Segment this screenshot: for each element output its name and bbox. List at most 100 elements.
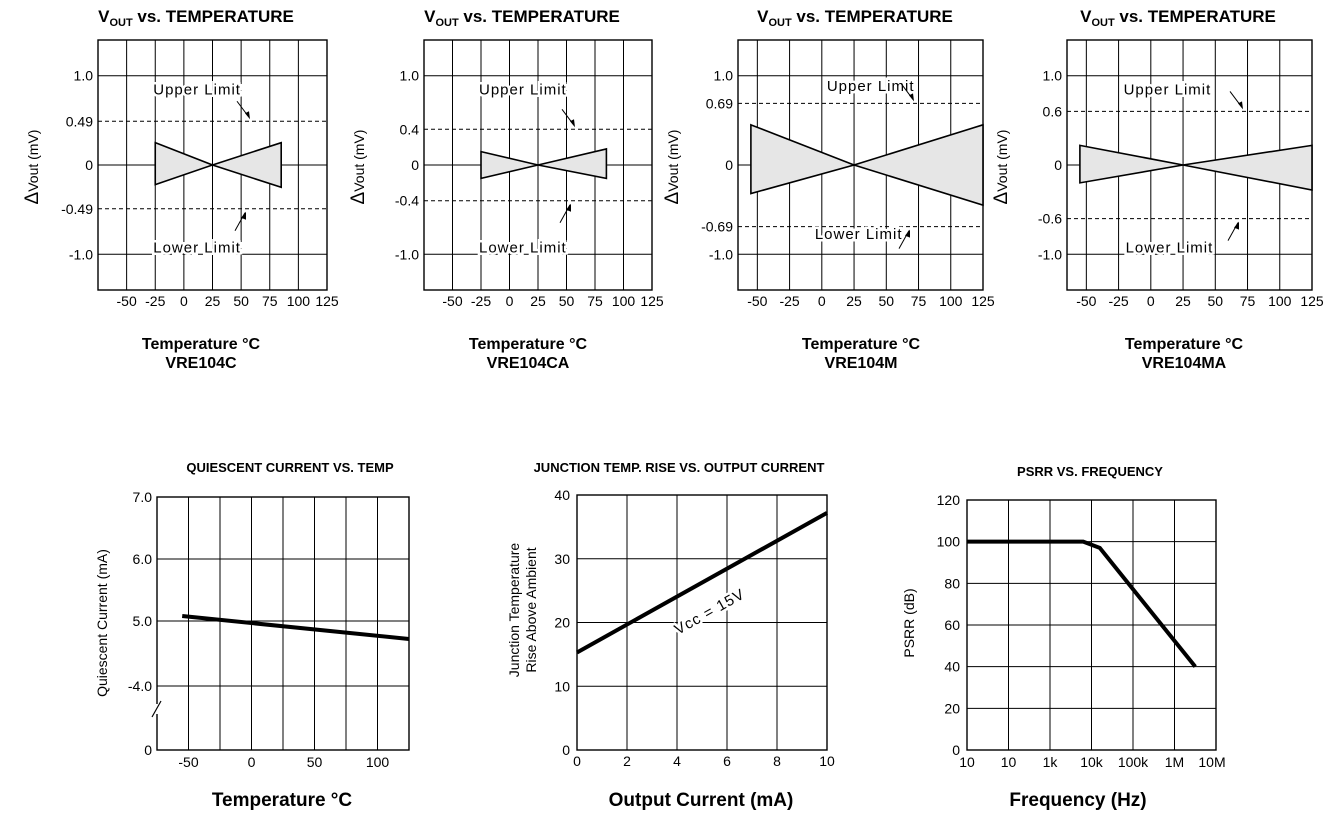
- y-axis-label: Quiescent Current (mA): [94, 549, 110, 697]
- model-label: VRE104MA: [1142, 355, 1227, 372]
- x-tick-label: 100: [939, 293, 963, 309]
- vout-vs-temp-vre104ca: VOUT vs. TEMPERATURE Upper Limit Lower Lim…: [348, 7, 664, 372]
- y-tick-label: 1.0: [74, 68, 94, 84]
- y-tick-label: 1.0: [400, 68, 420, 84]
- drift-band-right: [1182, 144, 1313, 191]
- vout-vs-temp-vre104c: VOUT vs. TEMPERATURE Upper Limit Lower Lim…: [22, 7, 339, 372]
- y-axis-label: ΔVout (mV): [991, 130, 1012, 205]
- x-tick-label: 10: [819, 753, 835, 769]
- x-axis-label: Temperature °C: [142, 336, 261, 353]
- x-tick-label: 125: [1300, 293, 1324, 309]
- lower-limit-label: Lower Limit: [153, 240, 241, 257]
- y-axis-label: PSRR (dB): [901, 588, 917, 657]
- drift-band-right: [537, 147, 608, 180]
- y-tick-label: -0.4: [395, 193, 419, 209]
- x-tick-label: 0: [573, 753, 581, 769]
- y-tick-label: 0: [562, 742, 570, 758]
- x-tick-label: 1k: [1043, 754, 1059, 770]
- y-tick-label: 20: [554, 615, 570, 631]
- title-v: V: [424, 7, 436, 26]
- x-tick-label: 125: [315, 293, 339, 309]
- chart-title: PSRR VS. FREQUENCY: [1017, 464, 1163, 479]
- y-tick-label: 10: [554, 678, 570, 694]
- y-tick-label: 1.0: [1043, 68, 1063, 84]
- drift-band-left: [480, 150, 539, 180]
- x-tick-label: 25: [846, 293, 862, 309]
- drift-band-right: [851, 123, 984, 207]
- upper-arrow-head: [1238, 101, 1243, 110]
- chart-title: VOUT vs. TEMPERATURE: [98, 7, 294, 29]
- y-tick-label: 0: [725, 157, 733, 173]
- x-tick-label: 100: [612, 293, 636, 309]
- x-tick-label: 25: [530, 293, 546, 309]
- y-axis-label: ΔVout (mV): [348, 130, 369, 205]
- title-rest: vs. TEMPERATURE: [133, 7, 294, 26]
- y-tick-label: -1.0: [709, 246, 733, 262]
- x-axis-label: Temperature °C: [802, 336, 921, 353]
- upper-limit-label: Upper Limit: [1124, 81, 1212, 98]
- lower-limit-label: Lower Limit: [479, 240, 567, 257]
- y-tick-label: 100: [937, 534, 961, 550]
- y-tick-label: 60: [944, 617, 960, 633]
- y-axis-label-line1: Junction Temperature: [506, 543, 522, 678]
- x-tick-label: 50: [1208, 293, 1224, 309]
- x-tick-label: 10: [1001, 754, 1017, 770]
- x-tick-label: 6: [723, 753, 731, 769]
- x-tick-label: 4: [673, 753, 681, 769]
- title-v: V: [1080, 7, 1092, 26]
- x-tick-label: 0: [1147, 293, 1155, 309]
- x-tick-label: 1M: [1165, 754, 1184, 770]
- x-tick-label: -50: [1076, 293, 1096, 309]
- upper-limit-label: Upper Limit: [479, 81, 567, 98]
- x-tick-label: 75: [262, 293, 278, 309]
- y-tick-label: 40: [944, 659, 960, 675]
- y-tick-label: 0: [411, 157, 419, 173]
- x-tick-label: -50: [178, 754, 198, 770]
- y-axis-label-text: Vout (mV): [994, 130, 1010, 192]
- series-line: [967, 539, 1197, 668]
- y-tick-label: 30: [554, 551, 570, 567]
- title-rest: vs. TEMPERATURE: [1115, 7, 1276, 26]
- x-tick-label: 10M: [1198, 754, 1225, 770]
- drift-band-right: [209, 141, 283, 189]
- title-v: V: [757, 7, 769, 26]
- vout-vs-temp-vre104m: VOUT vs. TEMPERATURE Upper Limit Lower Lim…: [662, 7, 995, 372]
- delta-symbol: Δ: [662, 191, 683, 204]
- y-tick-label: 0: [85, 157, 93, 173]
- x-axis-label: Temperature °C: [1125, 336, 1244, 353]
- axis-break-mark: [151, 700, 162, 718]
- y-tick-label: -0.6: [1038, 211, 1062, 227]
- x-tick-label: 125: [971, 293, 995, 309]
- x-tick-label: 100: [1268, 293, 1292, 309]
- x-tick-label: 0: [248, 754, 256, 770]
- y-tick-label: -0.49: [61, 201, 93, 217]
- chart-title: VOUT vs. TEMPERATURE: [1080, 7, 1276, 29]
- y-tick-label: -1.0: [1038, 246, 1062, 262]
- junction-temp-rise-chart: JUNCTION TEMP. RISE VS. OUTPUT CURRENTVc…: [506, 460, 835, 811]
- model-label: VRE104M: [825, 355, 898, 372]
- y-axis-label: ΔVout (mV): [662, 130, 683, 205]
- y-tick-label: -1.0: [395, 246, 419, 262]
- delta-symbol: Δ: [991, 191, 1012, 204]
- y-axis-label-text: Vout (mV): [665, 130, 681, 192]
- y-tick-label: 0.6: [1043, 103, 1063, 119]
- lower-arrow-head: [1234, 221, 1239, 230]
- x-tick-label: 25: [1175, 293, 1191, 309]
- lower-arrow-head: [566, 203, 571, 212]
- y-axis-label: ΔVout (mV): [22, 130, 43, 205]
- x-tick-label: 0: [180, 293, 188, 309]
- x-tick-label: 8: [773, 753, 781, 769]
- x-tick-label: 50: [559, 293, 575, 309]
- title-v: V: [98, 7, 110, 26]
- title-rest: vs. TEMPERATURE: [459, 7, 620, 26]
- x-axis-label: Temperature °C: [212, 790, 353, 811]
- y-tick-label: 0.69: [706, 95, 733, 111]
- title-sub-out: OUT: [1091, 17, 1115, 29]
- y-axis-label-line2: Rise Above Ambient: [523, 547, 539, 672]
- lower-limit-label: Lower Limit: [1126, 240, 1214, 257]
- model-label: VRE104C: [165, 355, 237, 372]
- x-tick-label: 100: [366, 754, 390, 770]
- x-tick-label: 50: [879, 293, 895, 309]
- title-rest: vs. TEMPERATURE: [792, 7, 953, 26]
- upper-limit-label: Upper Limit: [827, 78, 915, 95]
